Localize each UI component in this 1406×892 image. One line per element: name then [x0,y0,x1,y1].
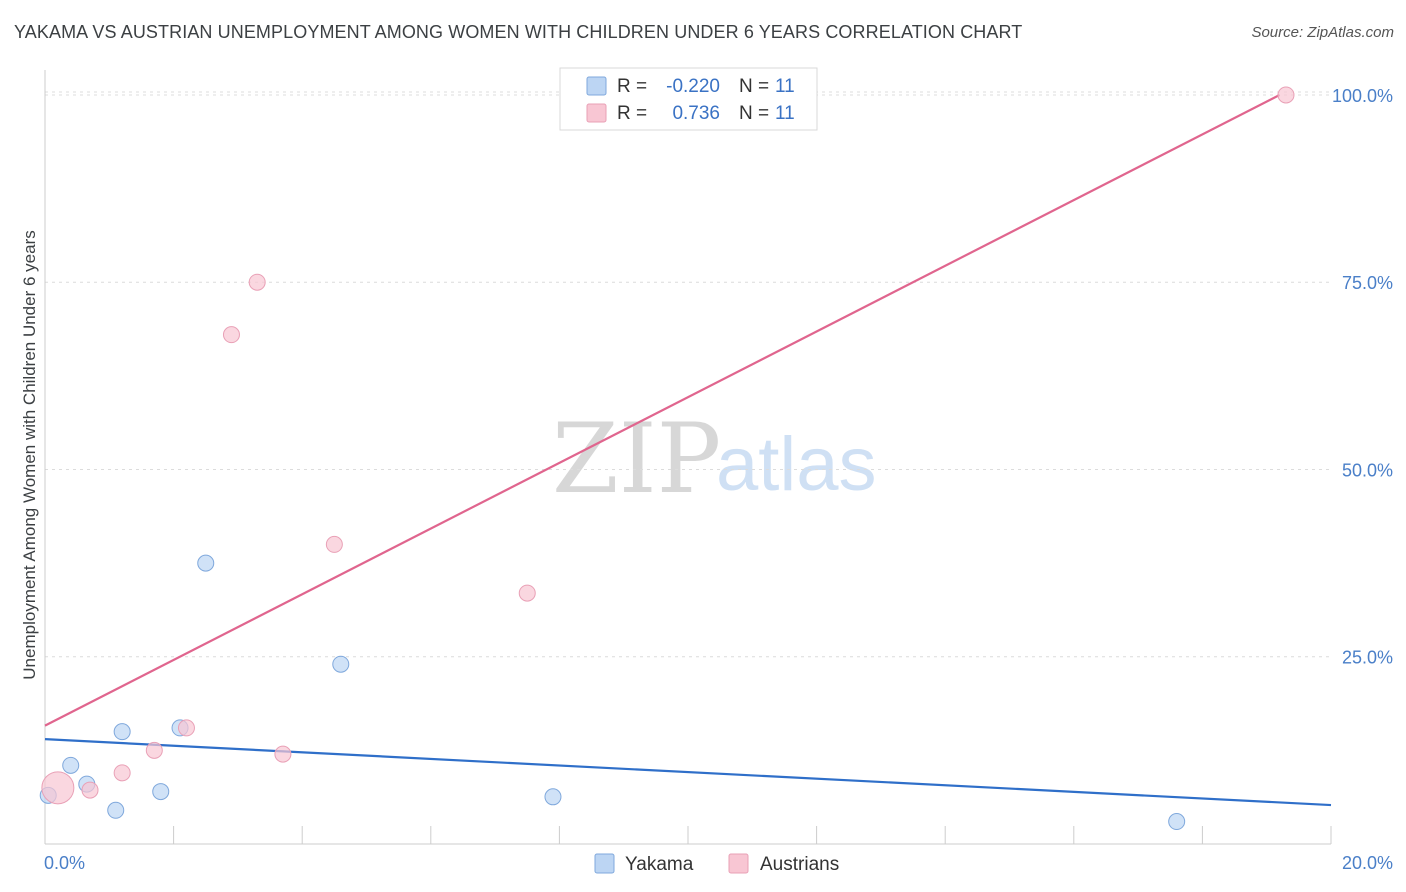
legend-n-value-yakama: 11 [775,76,795,97]
point-austrians [177,719,195,737]
point-yakama [1168,813,1186,831]
legend-r-label-yakama: R = [617,76,647,97]
y-tick-label: 100.0% [1332,86,1393,106]
gridlines [45,91,1331,658]
bottom-legend-swatch-austrians [728,853,749,874]
point-austrians [274,745,292,763]
point-yakama [62,756,80,774]
point-austrians [113,764,131,782]
trend-line-austrians [44,94,1281,727]
bottom-legend-label-yakama: Yakama [625,854,694,875]
legend-swatch-yakama [586,76,607,96]
trend-line-yakama [44,738,1332,807]
legend-n-value-austrians: 11 [775,103,795,124]
point-austrians [81,781,99,799]
bottom-legend-swatch-yakama [594,853,615,874]
point-yakama [544,788,562,806]
legend-n-label-yakama: N = [739,76,769,97]
bottom-legend-label-austrians: Austrians [760,854,839,875]
point-austrians [518,584,536,602]
x-tick-label: 0.0% [44,853,85,873]
point-austrians [145,741,163,759]
x-tick-label: 20.0% [1342,853,1393,873]
x-ticks [173,826,1332,844]
point-yakama [107,801,125,819]
y-tick-label: 75.0% [1342,273,1393,293]
point-austrians [41,771,75,805]
point-austrians [1277,86,1295,104]
trend-lines [44,94,1332,807]
point-yakama [332,655,350,673]
bottom-legend: Yakama Austrians [594,853,839,875]
legend-r-value-yakama: -0.220 [666,76,720,97]
legend-r-label-austrians: R = [617,103,647,124]
point-austrians [325,535,343,553]
data-points [39,86,1295,831]
source-label: Source: ZipAtlas.com [1251,24,1394,41]
tick-labels: 25.0% 50.0% 75.0% 100.0% 0.0% 20.0% [44,86,1393,873]
watermark-atlas: atlas [716,422,877,507]
y-tick-label: 25.0% [1342,648,1393,668]
point-yakama [113,723,131,741]
watermark-zip: ZIP [552,403,721,515]
point-austrians [222,326,240,344]
legend-r-value-austrians: 0.736 [672,103,720,124]
legend-swatch-austrians [586,103,607,123]
point-austrians [248,273,266,291]
legend-box: R = -0.220 N = 11 R = 0.736 N = 11 [559,67,818,131]
point-yakama [197,554,215,572]
y-tick-label: 50.0% [1342,460,1393,480]
y-axis-label: Unemployment Among Women with Children U… [20,230,39,679]
point-yakama [152,783,170,801]
legend-n-label-austrians: N = [739,103,769,124]
chart-title: YAKAMA VS AUSTRIAN UNEMPLOYMENT AMONG WO… [14,22,1023,42]
